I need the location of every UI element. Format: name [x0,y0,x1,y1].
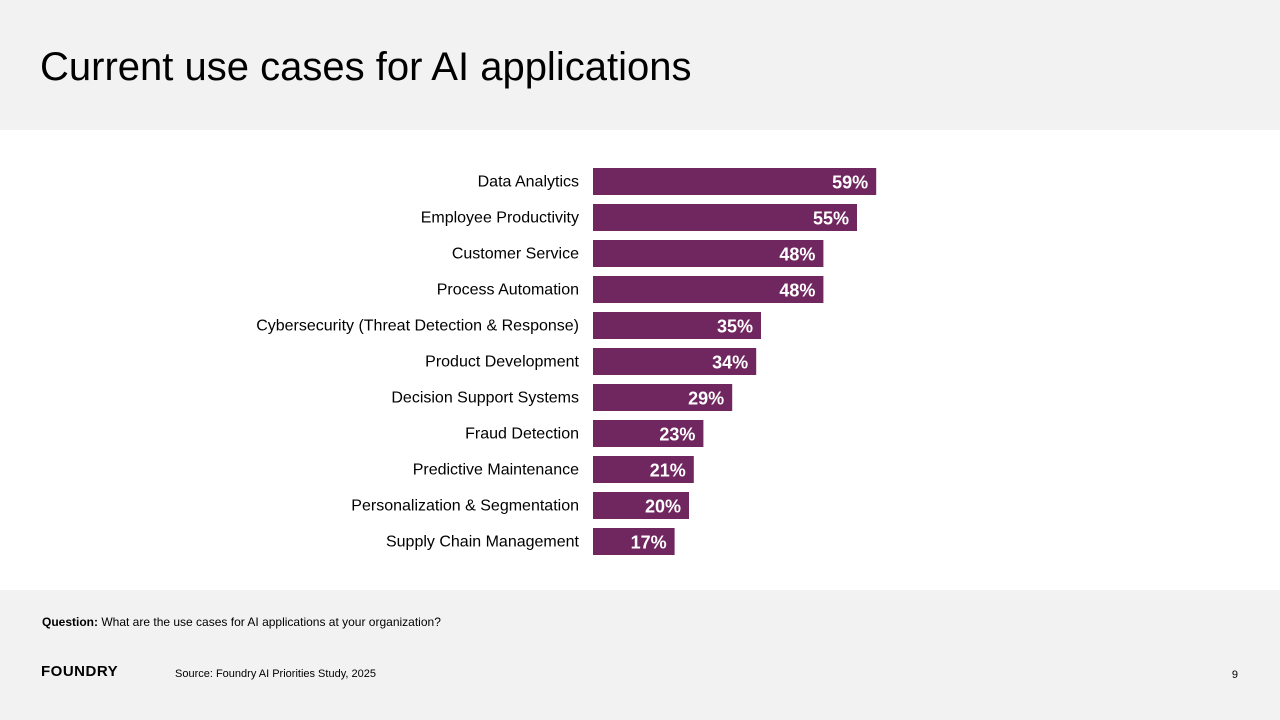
bar [593,492,689,519]
category-label: Cybersecurity (Threat Detection & Respon… [256,318,579,335]
category-label: Fraud Detection [465,426,579,443]
footer-band: Question: What are the use cases for AI … [0,590,1280,720]
chart-area: Data Analytics 59% Employee Productivity 55… [0,130,1280,590]
data-label: 35% [717,317,753,337]
bar [593,348,757,375]
survey-question: Question: What are the use cases for AI … [42,614,441,630]
category-label: Product Development [425,354,579,371]
category-label: Predictive Maintenance [413,462,579,479]
foundry-logo: FOUNDRY [41,663,119,680]
question-text: What are the use cases for AI applicatio… [98,615,441,629]
page-title: Current use cases for AI applications [40,45,692,89]
bar [593,204,857,231]
category-label: Employee Productivity [421,210,579,227]
data-label: 29% [688,389,724,409]
data-label: 20% [645,497,681,517]
category-label: Supply Chain Management [386,534,580,551]
category-label: Data Analytics [478,174,579,191]
data-label: 17% [631,533,667,553]
category-label: Customer Service [452,246,579,263]
data-label: 48% [779,281,815,301]
data-label: 23% [659,425,695,445]
bar-chart: Data Analytics 59% Employee Productivity 55… [256,168,877,555]
source-note: Source: Foundry AI Priorities Study, 202… [175,668,376,680]
data-label: 59% [832,173,868,193]
bar [593,276,824,303]
data-label: 34% [712,353,748,373]
question-label: Question: [42,615,98,629]
data-label: 21% [650,461,686,481]
data-label: 48% [779,245,815,265]
category-label: Decision Support Systems [391,390,579,407]
bar [593,420,704,447]
bar [593,240,824,267]
bar [593,168,877,195]
page-number: 9 [1231,669,1238,681]
category-label: Process Automation [437,282,579,299]
bar [593,384,733,411]
category-label: Personalization & Segmentation [351,498,579,515]
bar [593,456,694,483]
bar [593,312,761,339]
header-band: Current use cases for AI applications [0,0,1280,130]
data-label: 55% [813,209,849,229]
bar [593,528,675,555]
